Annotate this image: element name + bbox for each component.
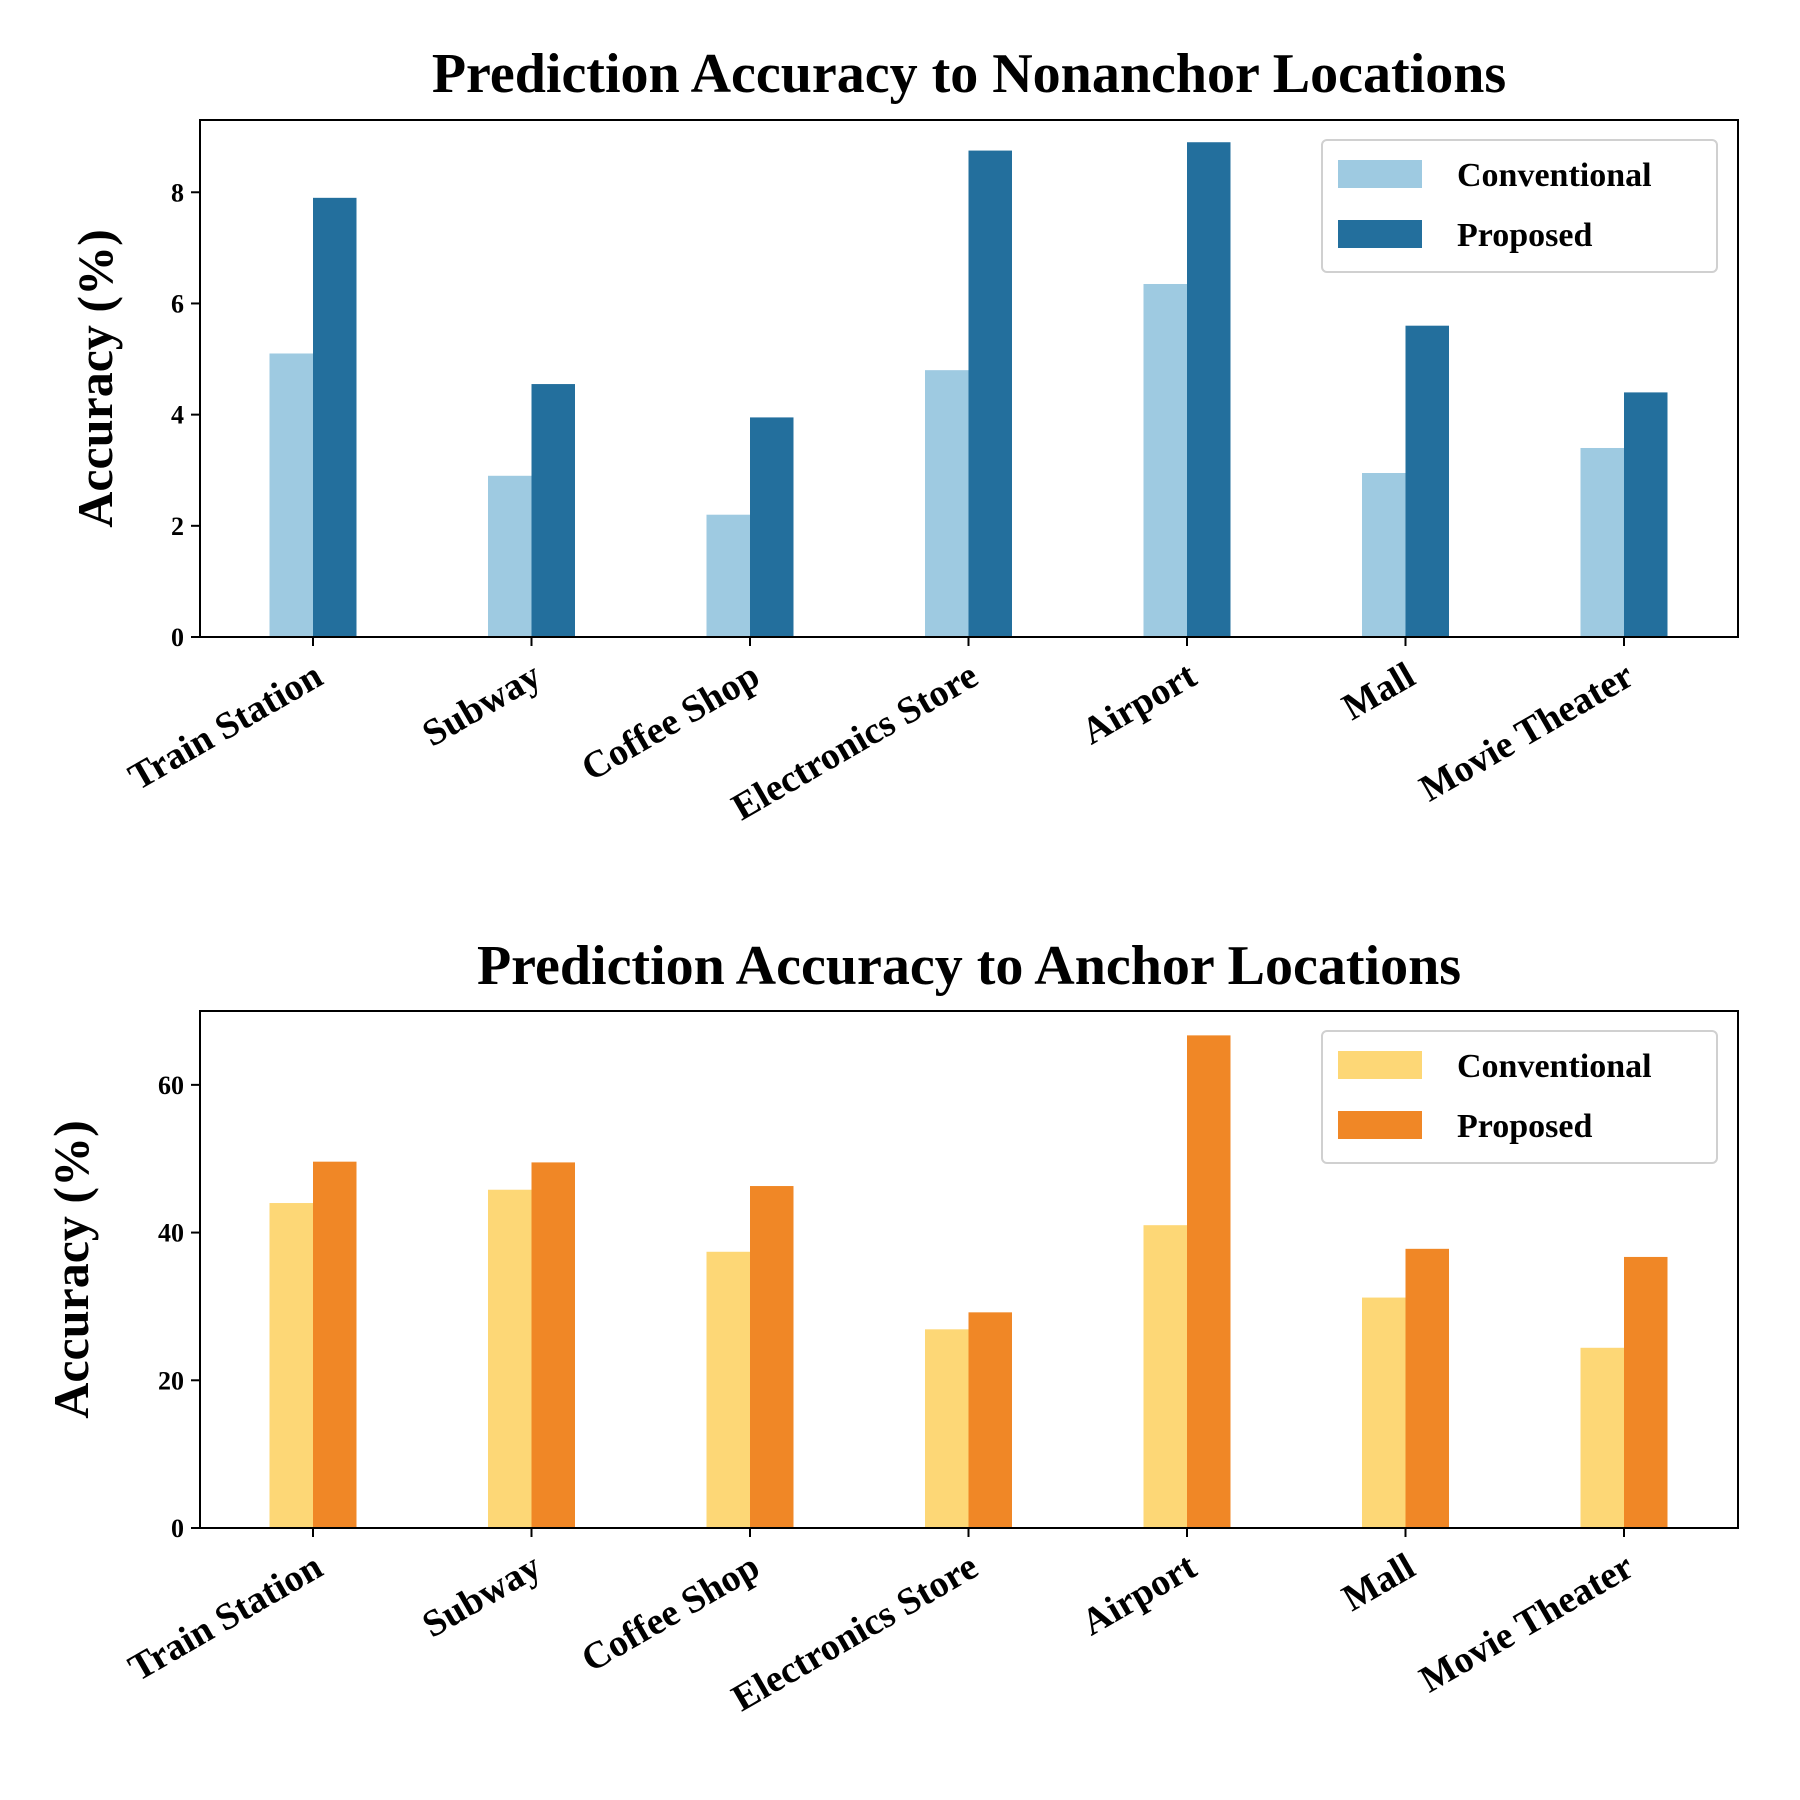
bar-conventional-coffee-shop [706, 514, 750, 637]
bar-proposed-movie-theater [1624, 392, 1668, 637]
x-tick-label: Coffee Shop [575, 1545, 767, 1680]
y-tick-label: 4 [171, 401, 184, 430]
bar-conventional-electronics-store [925, 370, 969, 637]
bar-conventional-movie-theater [1580, 1347, 1624, 1528]
bar-proposed-train-station [313, 197, 357, 638]
bar-proposed-airport [1187, 142, 1231, 637]
bar-conventional-subway [488, 475, 532, 637]
x-tick-label: Mall [1335, 654, 1422, 728]
y-tick-label: 0 [171, 623, 184, 652]
x-tick-label: Movie Theater [1413, 1545, 1641, 1701]
y-tick-label: 20 [158, 1366, 184, 1395]
bar-conventional-movie-theater [1580, 447, 1624, 637]
x-tick-label: Mall [1335, 1545, 1422, 1619]
x-tick-label: Airport [1075, 654, 1204, 753]
bar-conventional-airport [1143, 283, 1187, 637]
bar-proposed-mall [1405, 325, 1449, 637]
legend-swatch-conventional [1338, 1051, 1422, 1079]
legend-swatch-conventional [1338, 160, 1422, 188]
bar-proposed-electronics-store [968, 1312, 1012, 1528]
x-tick-label: Movie Theater [1413, 654, 1641, 810]
chart-anchor: Prediction Accuracy to Anchor Locations A… [43, 935, 1739, 1720]
x-tick-label: Electronics Store [725, 1545, 985, 1719]
legend-swatch-proposed [1338, 1111, 1422, 1139]
x-tick-label: Electronics Store [725, 654, 985, 828]
x-tick-label: Subway [415, 654, 548, 755]
bar-proposed-train-station [313, 1161, 357, 1528]
bar-conventional-coffee-shop [706, 1251, 750, 1528]
bar-proposed-mall [1405, 1248, 1449, 1528]
legend-swatch-proposed [1338, 220, 1422, 248]
y-tick-label: 60 [158, 1071, 184, 1100]
legend-label-proposed: Proposed [1457, 217, 1592, 254]
y-axis-label: Accuracy (%) [67, 229, 123, 528]
chart-title: Prediction Accuracy to Nonanchor Locatio… [432, 43, 1506, 105]
bar-conventional-airport [1143, 1225, 1187, 1528]
x-tick-label: Train Station [122, 654, 330, 798]
bar-conventional-subway [488, 1189, 532, 1528]
x-tick-label: Train Station [122, 1545, 330, 1689]
y-tick-label: 6 [171, 289, 184, 318]
bar-proposed-subway [531, 1162, 575, 1528]
bar-proposed-airport [1187, 1035, 1231, 1528]
bar-proposed-subway [531, 384, 575, 637]
x-tick-label: Coffee Shop [575, 654, 767, 789]
chart-nonanchor: Prediction Accuracy to Nonanchor Locatio… [67, 43, 1739, 829]
y-tick-label: 0 [171, 1514, 184, 1543]
bar-conventional-mall [1362, 1297, 1406, 1528]
bar-proposed-coffee-shop [750, 1186, 794, 1528]
y-tick-label: 2 [171, 512, 184, 541]
y-tick-label: 8 [171, 178, 184, 207]
y-tick-label: 40 [158, 1219, 184, 1248]
legend-label-conventional: Conventional [1457, 157, 1652, 194]
bar-proposed-electronics-store [968, 150, 1012, 638]
y-axis-label: Accuracy (%) [43, 1120, 99, 1419]
chart-title: Prediction Accuracy to Anchor Locations [477, 935, 1461, 997]
bar-conventional-train-station [269, 353, 313, 637]
bar-conventional-electronics-store [925, 1329, 969, 1528]
bar-conventional-train-station [269, 1203, 313, 1528]
bar-conventional-mall [1362, 473, 1406, 637]
legend-label-conventional: Conventional [1457, 1048, 1652, 1085]
bar-proposed-coffee-shop [750, 417, 794, 637]
legend-label-proposed: Proposed [1457, 1108, 1592, 1145]
bar-proposed-movie-theater [1624, 1256, 1668, 1528]
x-tick-label: Airport [1075, 1545, 1204, 1644]
x-tick-label: Subway [415, 1545, 548, 1646]
